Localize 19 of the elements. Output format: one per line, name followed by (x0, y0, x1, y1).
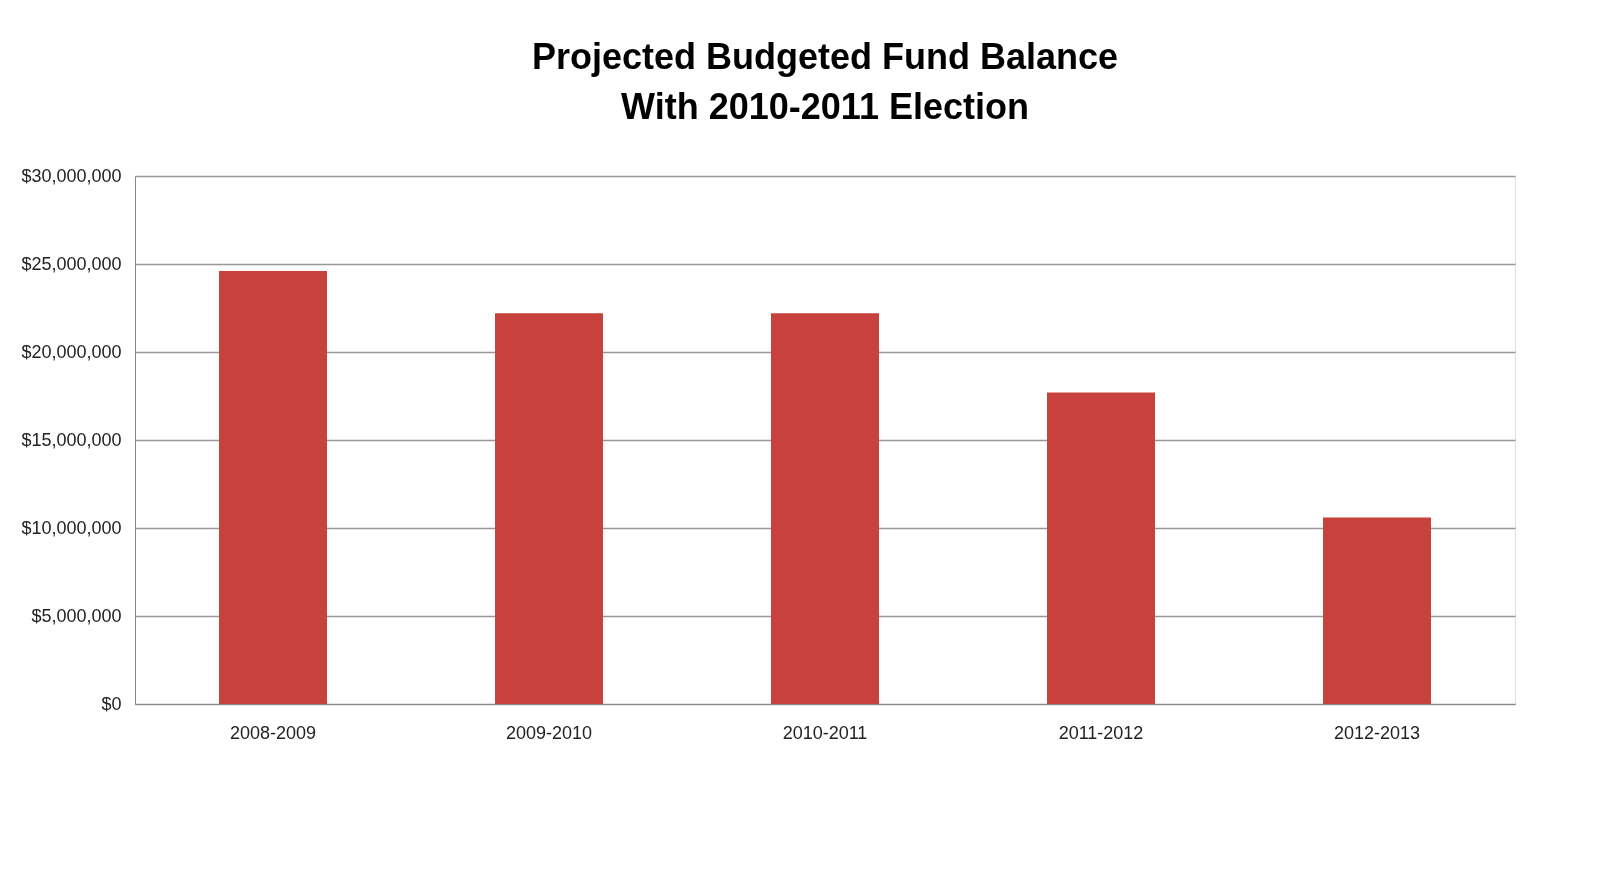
y-tick-label: $30,000,000 (21, 165, 122, 186)
y-tick-label: $5,000,000 (31, 605, 122, 626)
y-tick-label: $15,000,000 (21, 429, 122, 450)
text: With 2010-2011 Election (621, 86, 1029, 127)
bar (771, 313, 879, 704)
y-tick-label: $25,000,000 (21, 253, 122, 274)
x-tick-label: 2009-2010 (505, 722, 593, 743)
y-tick-label: $20,000,000 (21, 341, 122, 362)
bar (495, 313, 603, 704)
x-tick-label: 2011-2012 (1058, 722, 1144, 743)
x-tick-label: 2010-2011 (782, 722, 868, 743)
bar (1323, 517, 1431, 704)
bar (1047, 392, 1155, 704)
x-tick-label: 2012-2013 (1333, 722, 1421, 743)
text: Projected Budgeted Fund Balance (531, 36, 1119, 77)
x-tick-label: 2008-2009 (229, 722, 317, 743)
bar (219, 271, 327, 704)
y-tick-label: $0 (101, 693, 122, 714)
y-tick-label: $10,000,000 (21, 517, 122, 538)
